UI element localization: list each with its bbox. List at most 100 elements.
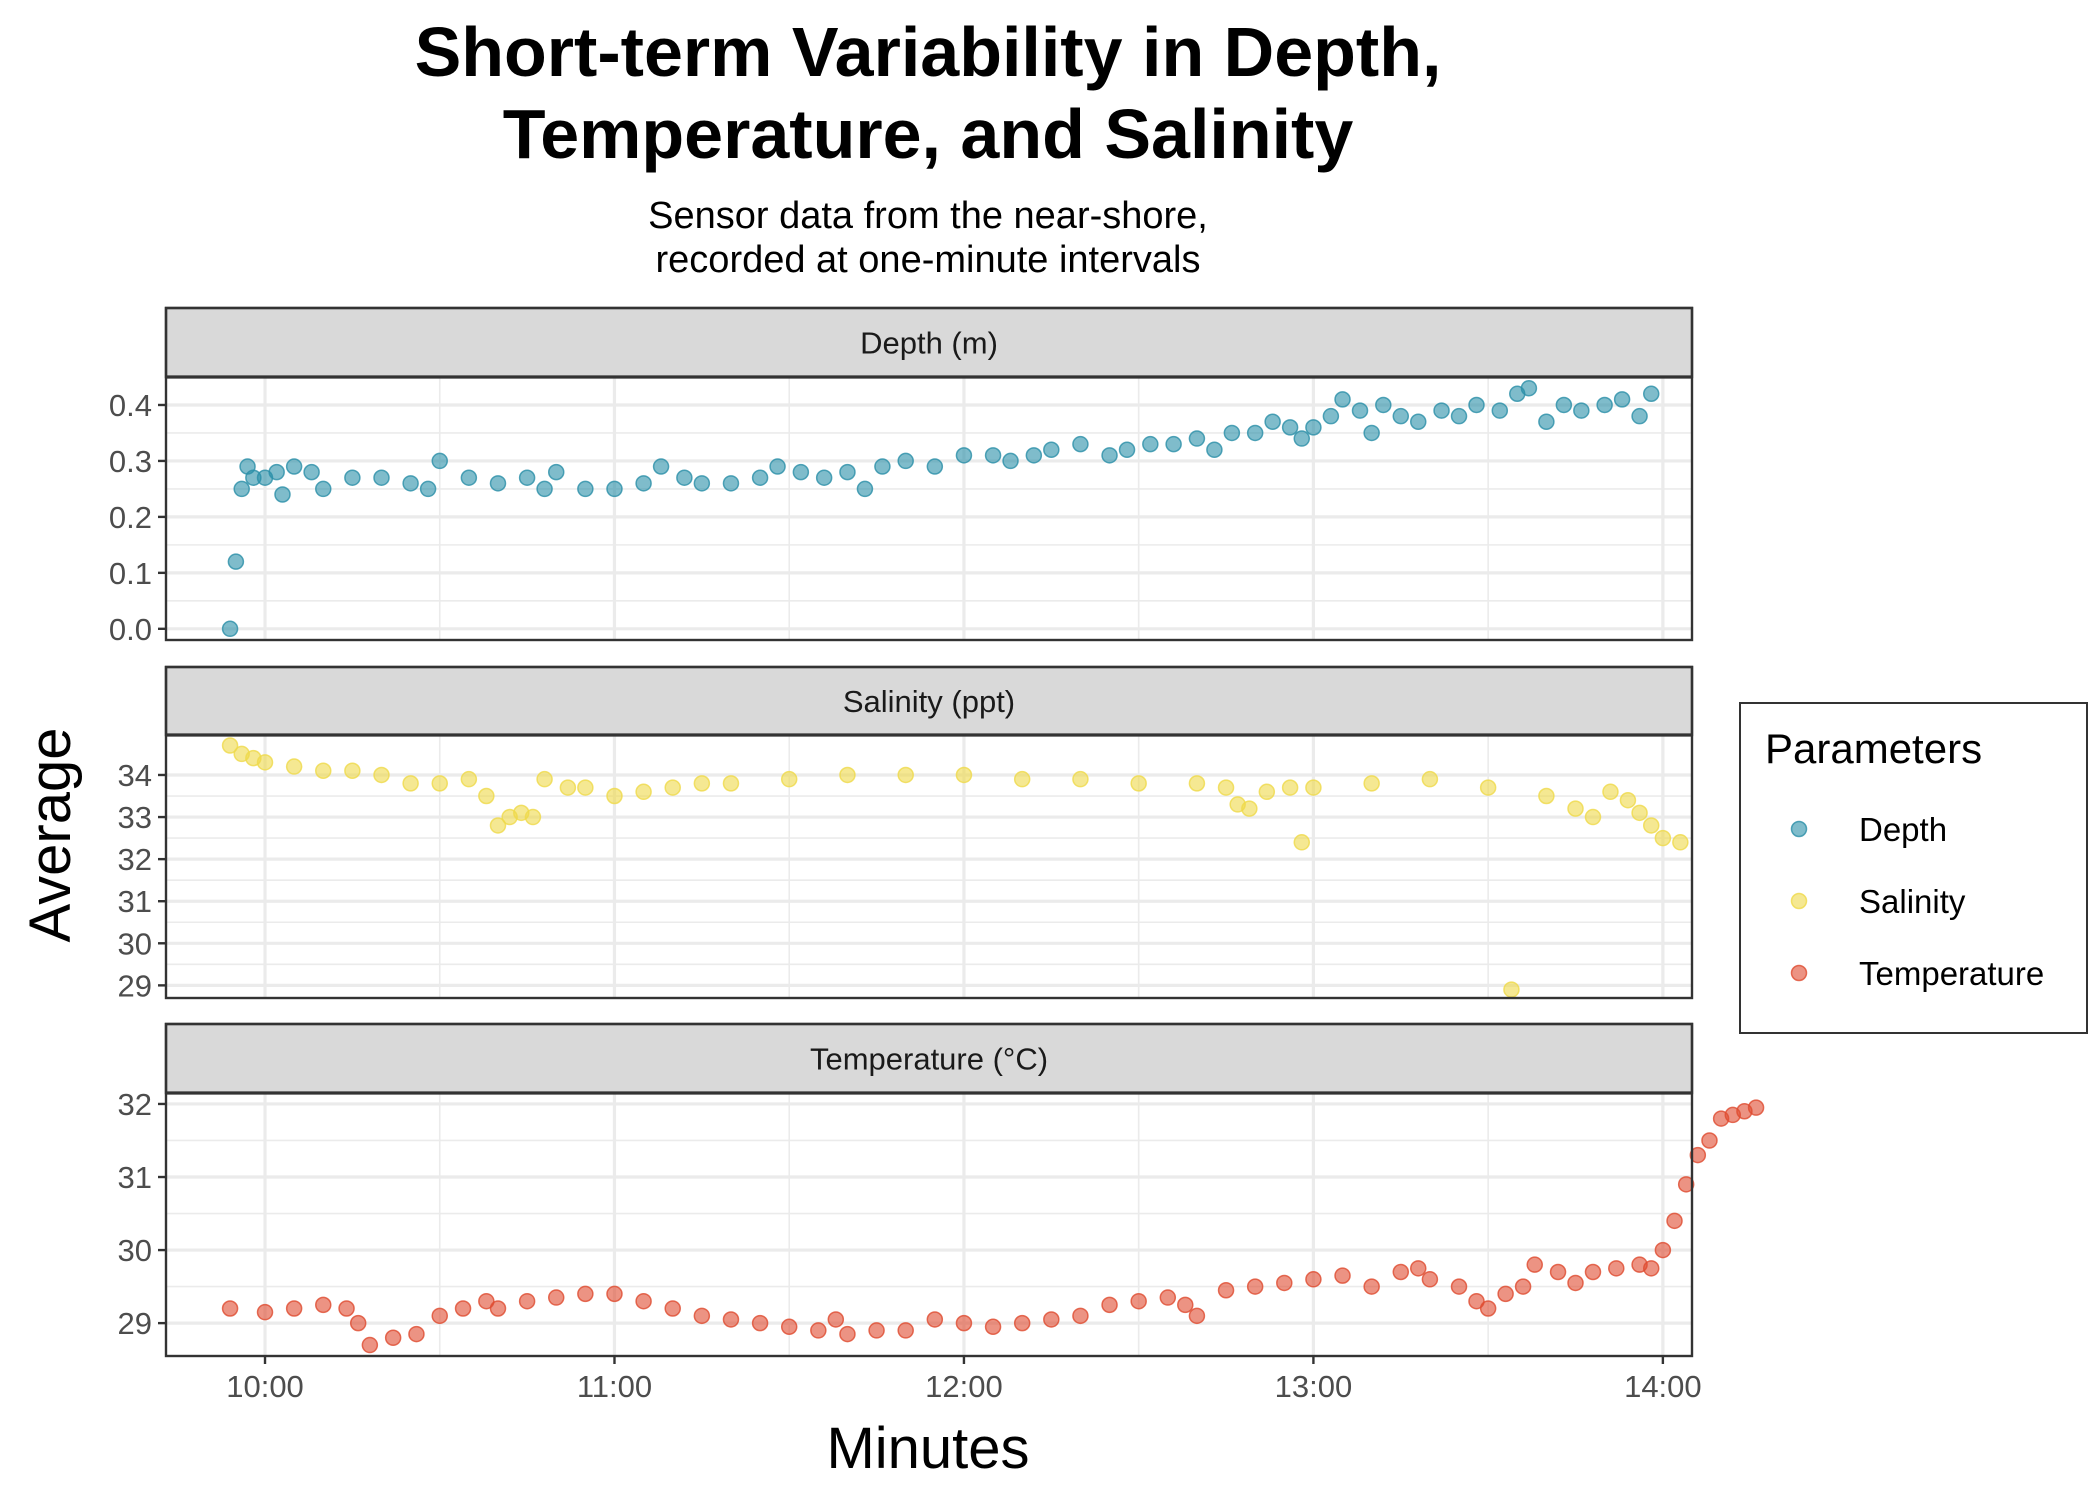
y-tick-label: 0.0 (109, 612, 152, 647)
facet-salinity: 29 30 31 32 33 34 Salinity (ppt) (118, 665, 1694, 1003)
data-point-salinity (722, 775, 740, 792)
x-tick-label: 13:00 (1275, 1369, 1353, 1404)
data-point-depth (373, 469, 390, 486)
facet-panels: 0.0 0.1 0.2 0.3 0.4 Depth (m) 29 30 31 32 33 34 Sali… (109, 306, 1765, 1358)
chart-title-line: Short-term Variability in Depth, (415, 13, 1442, 91)
legend-key-temperature (1790, 964, 1808, 982)
data-point-temperature (751, 1314, 769, 1332)
data-point-salinity (693, 775, 711, 792)
data-point-temperature (780, 1318, 798, 1336)
data-point-depth (227, 553, 245, 570)
data-point-depth (1642, 385, 1660, 403)
data-point-temperature (1177, 1296, 1194, 1314)
data-point-temperature (1072, 1307, 1089, 1325)
data-point-temperature (1363, 1278, 1380, 1295)
legend-label-salinity: Salinity (1859, 883, 1966, 920)
data-point-salinity (1305, 779, 1322, 796)
data-point-salinity (1188, 775, 1206, 792)
data-point-depth (856, 480, 874, 498)
data-point-depth (1613, 391, 1631, 408)
data-point-salinity (1217, 779, 1235, 796)
data-point-depth (815, 469, 833, 486)
data-point-temperature (1305, 1271, 1322, 1288)
data-point-salinity (1503, 981, 1520, 998)
data-point-salinity (1672, 834, 1689, 851)
data-point-temperature (1101, 1296, 1118, 1314)
data-point-depth (1043, 441, 1060, 458)
data-point-temperature (810, 1322, 827, 1339)
data-point-depth (1072, 435, 1089, 453)
data-point-salinity (577, 779, 594, 796)
data-point-temperature (1159, 1289, 1177, 1306)
data-point-depth (1334, 391, 1351, 408)
data-point-temperature (315, 1296, 332, 1314)
data-point-temperature (1701, 1132, 1718, 1149)
data-point-salinity (1363, 775, 1380, 792)
x-tick-label: 11:00 (577, 1369, 652, 1404)
data-point-salinity (315, 762, 332, 780)
data-point-temperature (1421, 1271, 1439, 1288)
data-point-temperature (1217, 1282, 1235, 1299)
data-point-salinity (664, 779, 681, 796)
data-point-depth (1410, 413, 1427, 431)
facet-strip-label: Temperature (°C) (810, 1042, 1048, 1077)
data-point-temperature (1689, 1146, 1707, 1164)
data-point-salinity (1602, 783, 1619, 801)
data-point-temperature (384, 1329, 402, 1346)
data-point-temperature (868, 1322, 885, 1339)
y-tick-label: 0.3 (109, 444, 152, 479)
data-point-depth (1322, 407, 1340, 425)
data-point-temperature (1013, 1314, 1031, 1332)
data-point-temperature (1043, 1311, 1060, 1328)
legend-label-depth: Depth (1859, 811, 1947, 848)
y-tick-label: 29 (118, 1306, 152, 1341)
data-point-salinity (1281, 779, 1299, 796)
data-point-depth (693, 475, 711, 492)
data-point-salinity (344, 762, 361, 780)
data-point-salinity (478, 787, 495, 805)
y-axis-title: Average (18, 728, 83, 943)
data-point-salinity (1293, 834, 1311, 851)
data-point-temperature (955, 1314, 973, 1332)
data-point-depth (1223, 424, 1241, 442)
data-point-depth (344, 469, 361, 486)
data-point-depth (1555, 396, 1573, 414)
data-point-temperature (489, 1300, 507, 1317)
data-point-temperature (1450, 1278, 1468, 1295)
data-point-depth (751, 469, 769, 486)
data-point-depth (1118, 441, 1136, 458)
data-point-depth (1631, 407, 1648, 425)
data-point-temperature (606, 1285, 623, 1303)
data-point-depth (769, 458, 786, 475)
data-point-temperature (1276, 1274, 1293, 1292)
x-tick-label: 10:00 (226, 1369, 304, 1404)
data-point-temperature (1654, 1241, 1672, 1259)
data-point-salinity (431, 775, 448, 792)
data-point-salinity (1654, 829, 1672, 847)
y-tick-label: 32 (118, 1087, 152, 1122)
data-point-salinity (606, 787, 623, 805)
data-point-depth (1142, 435, 1159, 453)
legend-label-temperature: Temperature (1859, 955, 2044, 992)
data-point-salinity (1584, 808, 1602, 826)
data-point-depth (1002, 452, 1019, 470)
data-point-temperature (1410, 1260, 1427, 1277)
chart-subtitle-line: recorded at one-minute intervals (656, 239, 1201, 281)
data-point-salinity (1241, 800, 1258, 817)
y-tick-label: 33 (118, 800, 152, 835)
data-point-salinity (256, 754, 274, 771)
data-point-depth (1351, 402, 1369, 419)
data-point-depth (1596, 396, 1613, 414)
data-point-depth (874, 458, 891, 475)
data-point-depth (233, 480, 250, 498)
data-point-depth (419, 480, 437, 498)
data-point-salinity (373, 766, 390, 784)
data-point-depth (792, 463, 810, 481)
data-point-salinity (955, 766, 973, 784)
data-point-temperature (984, 1318, 1002, 1336)
data-point-temperature (693, 1307, 711, 1325)
data-point-depth (839, 463, 856, 481)
x-tick-label: 12:00 (925, 1369, 1003, 1404)
data-point-salinity (402, 775, 419, 792)
